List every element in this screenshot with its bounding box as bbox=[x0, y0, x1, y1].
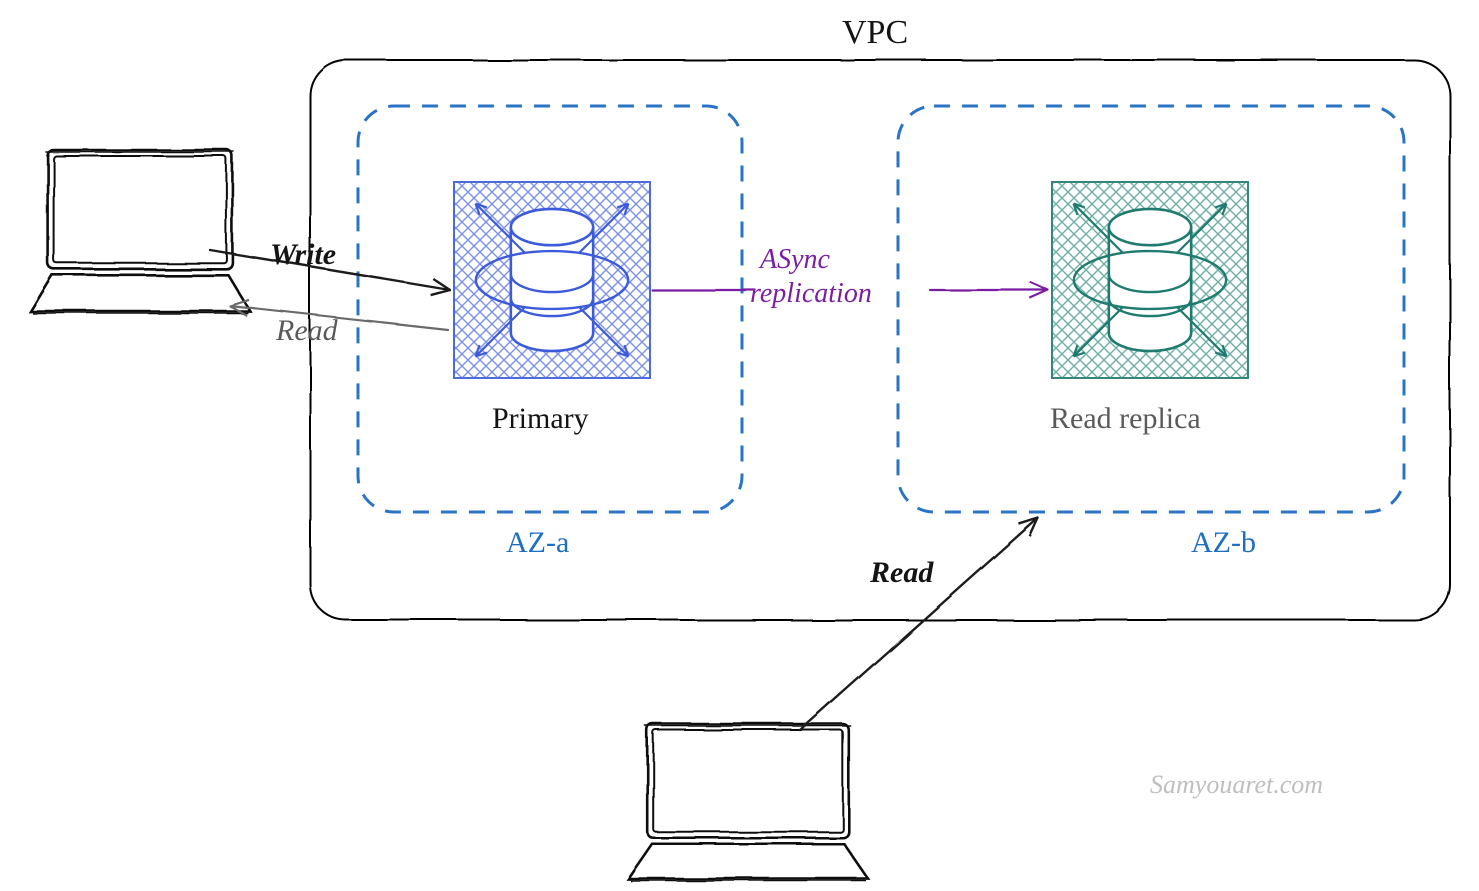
replica-db-label: Read replica bbox=[1050, 402, 1201, 436]
read-left-arrow bbox=[230, 300, 448, 330]
read-bottom-label: Read bbox=[870, 556, 933, 590]
primary-db-label: Primary bbox=[492, 402, 589, 436]
database-primary-icon bbox=[454, 182, 650, 378]
laptop-bottom-icon bbox=[628, 724, 868, 881]
async-label-top: ASync bbox=[760, 244, 830, 276]
diagram-svg bbox=[0, 0, 1479, 886]
watermark-text: Samyouaret.com bbox=[1150, 770, 1323, 800]
database-replica-icon bbox=[1052, 182, 1248, 378]
write-label: Write bbox=[270, 238, 336, 272]
diagram-canvas bbox=[0, 0, 1479, 886]
laptop-left-icon bbox=[30, 150, 250, 313]
az-b-label: AZ-b bbox=[1191, 526, 1256, 560]
az-a-label: AZ-a bbox=[506, 526, 569, 560]
async-label-bottom: replication bbox=[750, 278, 872, 310]
vpc-label: VPC bbox=[842, 14, 908, 52]
read-bottom-arrow bbox=[800, 518, 1038, 730]
read-left-label: Read bbox=[276, 314, 338, 348]
